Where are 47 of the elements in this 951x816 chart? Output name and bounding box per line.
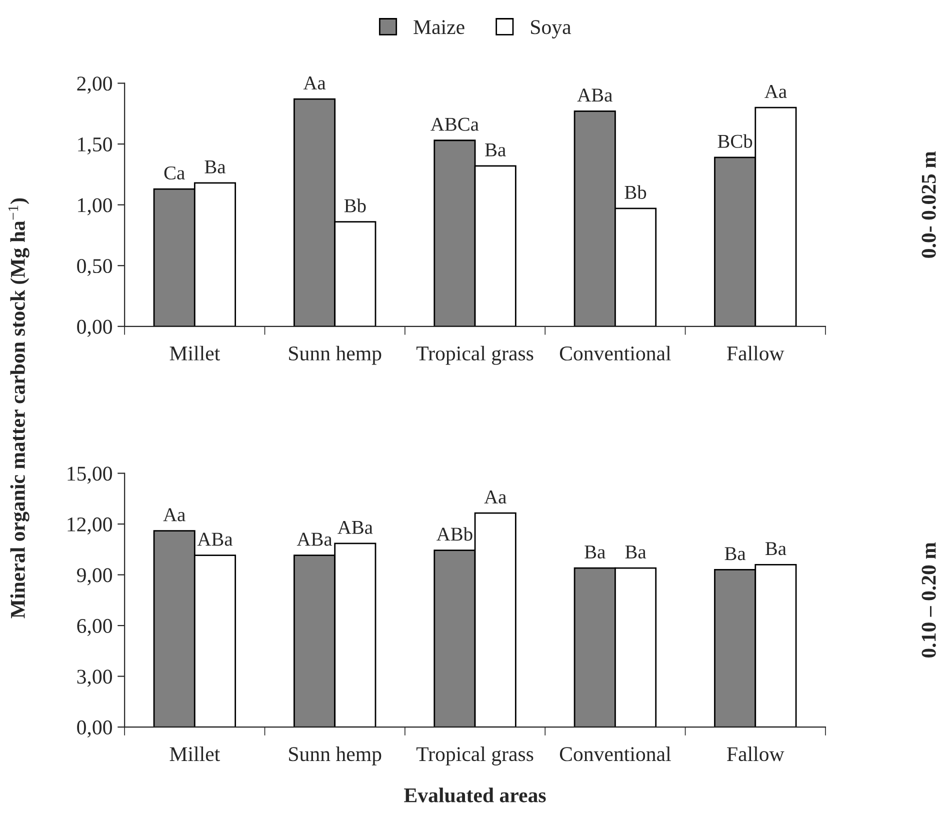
y-tick-label: 12,00 bbox=[68, 517, 112, 534]
text: 0.10 – 0.20 m bbox=[922, 542, 936, 658]
y-tick-label: 9,00 bbox=[76, 568, 112, 586]
y-tick-label: 1,50 bbox=[78, 137, 112, 154]
data-label: Ba bbox=[625, 546, 646, 559]
x-tick-label: Conventional bbox=[560, 346, 671, 361]
legend-label: Soya bbox=[531, 20, 572, 38]
data-label: Ca bbox=[164, 166, 185, 180]
data-label: Aa bbox=[764, 85, 787, 98]
y-tick-label: 15,00 bbox=[68, 466, 112, 484]
data-label: Bb bbox=[624, 185, 646, 199]
data-label: ABa bbox=[197, 532, 233, 546]
y-tick-label: 0,00 bbox=[77, 720, 112, 738]
data-label: ABa bbox=[296, 532, 332, 546]
data-label: Ba bbox=[485, 143, 506, 156]
data-label: ABa bbox=[577, 88, 612, 102]
data-label: ABb bbox=[436, 527, 472, 541]
y-tick-label: 3,00 bbox=[77, 670, 112, 687]
y-tick-label: 0,00 bbox=[77, 320, 112, 337]
x-tick-label: Millet bbox=[170, 346, 220, 361]
data-label: Aa bbox=[484, 490, 506, 504]
x-tick-label: Fallow bbox=[727, 746, 784, 762]
data-label: Aa bbox=[163, 508, 186, 522]
data-label: ABCa bbox=[430, 118, 479, 131]
y-tick-label: 6,00 bbox=[77, 618, 112, 636]
y-axis-title: Mineral organic matter carbon stock (Mg ha$^{−1}$) bbox=[8, 198, 30, 618]
y-tick-label: 0,50 bbox=[77, 258, 112, 276]
data-label: Ba bbox=[724, 547, 746, 560]
data-label: Ba bbox=[204, 160, 226, 174]
data-label: ABa bbox=[338, 520, 373, 534]
text: 0.0- 0.025 m bbox=[922, 151, 936, 258]
y-tick-label: 2,00 bbox=[77, 76, 112, 94]
x-axis-title: Evaluated areas bbox=[404, 788, 546, 802]
data-label: Aa bbox=[303, 76, 326, 90]
data-label: BCb bbox=[718, 134, 752, 148]
data-label: Ba bbox=[765, 542, 786, 556]
legend-label: Maize bbox=[414, 20, 464, 34]
x-tick-label: Sunn hemp bbox=[289, 346, 382, 365]
x-tick-label: Tropical grass bbox=[416, 346, 534, 365]
x-tick-label: Conventional bbox=[560, 746, 671, 762]
x-tick-label: Sunn hemp bbox=[289, 746, 382, 766]
x-tick-label: Fallow bbox=[727, 346, 784, 361]
data-label: Bb bbox=[344, 198, 366, 212]
data-label: Ba bbox=[584, 546, 606, 559]
x-tick-label: Tropical grass bbox=[416, 746, 534, 766]
x-tick-label: Millet bbox=[170, 746, 220, 762]
y-tick-label: 1,00 bbox=[78, 198, 112, 216]
